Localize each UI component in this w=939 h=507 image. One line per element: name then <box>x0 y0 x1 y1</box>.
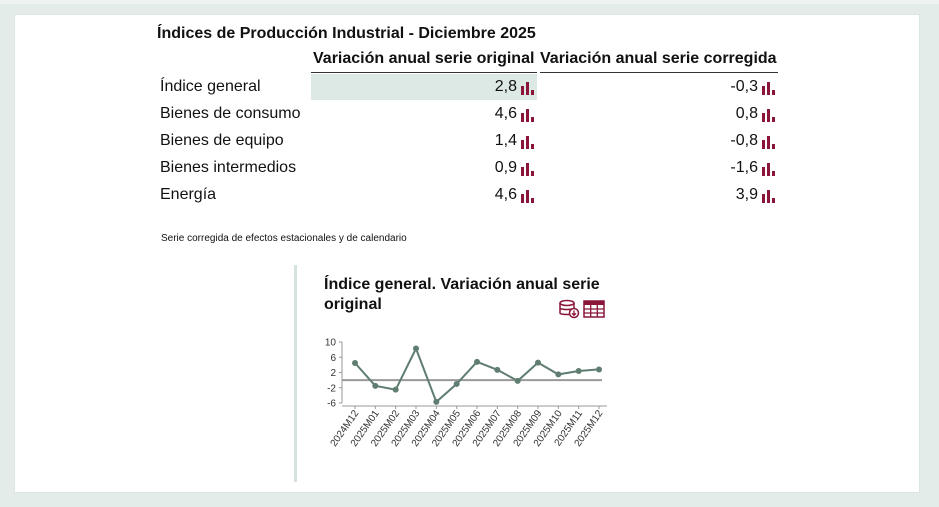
bar-chart-icon[interactable] <box>521 163 535 176</box>
data-point <box>514 377 521 384</box>
bar-chart-icon[interactable] <box>762 163 776 176</box>
table-row: Bienes de equipo 1,4 -0,8 <box>0 128 939 154</box>
y-tick-label: -2 <box>327 383 336 394</box>
y-tick-label: -6 <box>327 399 336 410</box>
value-original: 4,6 <box>494 186 517 203</box>
value-corregida: 0,8 <box>735 105 758 122</box>
table-row: Bienes de consumo 4,6 0,8 <box>0 101 939 127</box>
row-label: Bienes de equipo <box>160 132 284 149</box>
value-original: 2,8 <box>494 78 517 95</box>
cell-corregida: 0,8 <box>540 101 778 127</box>
data-point <box>555 371 562 378</box>
data-point <box>392 386 399 393</box>
series-line <box>354 345 600 404</box>
row-label: Índice general <box>160 78 261 95</box>
chart-panel-border <box>294 265 297 482</box>
header-rule <box>311 72 537 73</box>
bar-chart-icon[interactable] <box>762 109 776 122</box>
cell-original: 4,6 <box>311 101 537 127</box>
header-rule <box>540 72 778 73</box>
bar-chart-icon[interactable] <box>762 190 776 203</box>
data-point <box>494 366 501 373</box>
table-row: Energía 4,6 3,9 <box>0 182 939 208</box>
value-corregida: -0,3 <box>730 78 758 95</box>
line-chart: 1062-2-62024M122025M012025M022025M032025… <box>325 338 607 449</box>
value-corregida: -1,6 <box>730 159 758 176</box>
data-point <box>372 382 379 389</box>
bar-chart-icon[interactable] <box>762 136 776 149</box>
data-point <box>535 359 541 366</box>
database-download-icon[interactable] <box>558 299 580 319</box>
cell-original: 4,6 <box>311 182 537 208</box>
column-header-original: Variación anual serie original <box>313 50 535 67</box>
y-tick-label: 6 <box>330 353 336 364</box>
value-corregida: -0,8 <box>730 132 758 149</box>
y-tick-label: 2 <box>330 368 336 379</box>
row-label: Bienes de consumo <box>160 105 301 122</box>
value-original: 0,9 <box>494 159 517 176</box>
cell-original: 0,9 <box>311 155 537 181</box>
cell-corregida: 3,9 <box>540 182 778 208</box>
chart-title: Índice general. Variación anual serie or… <box>324 276 600 313</box>
table-icon[interactable] <box>583 299 605 319</box>
cell-original: 1,4 <box>311 128 537 154</box>
footnote: Serie corregida de efectos estacionales … <box>161 233 407 244</box>
y-tick-label: 10 <box>325 338 337 349</box>
value-original: 4,6 <box>494 105 517 122</box>
data-point <box>352 359 358 366</box>
table-row: Bienes intermedios 0,9 -1,6 <box>0 155 939 181</box>
cell-corregida: -0,8 <box>540 128 778 154</box>
top-strip <box>0 0 939 4</box>
data-point <box>474 358 480 365</box>
bar-chart-icon[interactable] <box>762 82 776 95</box>
bar-chart-icon[interactable] <box>521 136 535 149</box>
data-point <box>596 366 602 373</box>
data-point <box>453 380 460 387</box>
cell-corregida: -1,6 <box>540 155 778 181</box>
bar-chart-icon[interactable] <box>521 82 535 95</box>
column-header-corregida: Variación anual serie corregida <box>540 50 777 67</box>
data-point <box>433 398 440 405</box>
value-original: 1,4 <box>494 132 517 149</box>
table-row: Índice general 2,8 -0,3 <box>0 74 939 100</box>
data-point <box>413 345 419 352</box>
page-title: Índices de Producción Industrial - Dicie… <box>157 25 536 42</box>
row-label: Energía <box>160 186 217 203</box>
bar-chart-icon[interactable] <box>521 109 535 122</box>
cell-original: 2,8 <box>311 74 537 100</box>
value-corregida: 3,9 <box>735 186 758 203</box>
data-point <box>575 367 582 374</box>
row-label: Bienes intermedios <box>160 159 297 176</box>
bar-chart-icon[interactable] <box>521 190 535 203</box>
cell-corregida: -0,3 <box>540 74 778 100</box>
